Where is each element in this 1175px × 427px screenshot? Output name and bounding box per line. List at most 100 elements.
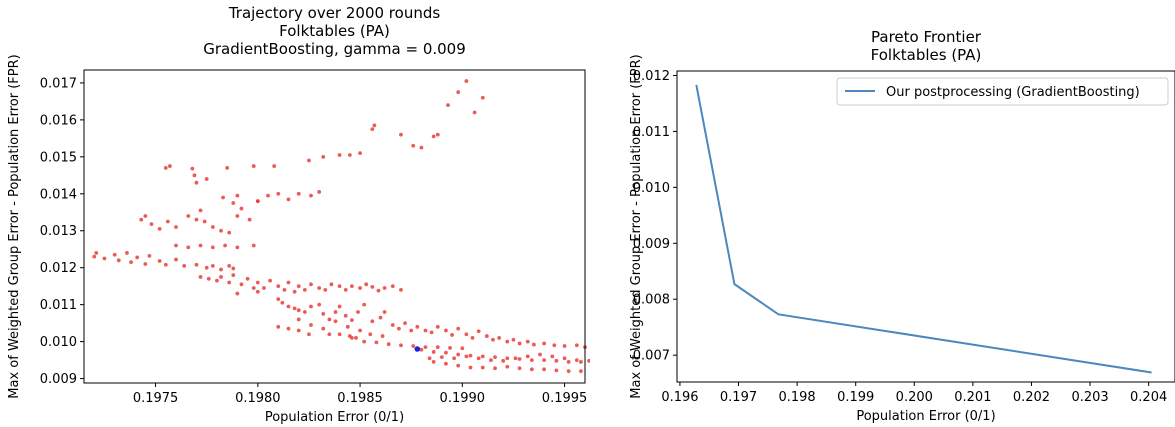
trajectory-point — [439, 355, 444, 360]
trajectory-point — [493, 366, 497, 371]
trajectory-point — [464, 354, 469, 359]
trajectory-point — [321, 311, 326, 316]
trajectory-point — [511, 337, 516, 342]
trajectory-point — [251, 164, 256, 168]
trajectory-point — [382, 286, 387, 290]
y-tick-label: 0.012 — [40, 261, 77, 276]
trajectory-point — [235, 214, 240, 218]
trajectory-point — [579, 369, 583, 374]
trajectory-point — [272, 164, 277, 168]
trajectory-point — [219, 275, 223, 279]
y-tick-label: 0.011 — [40, 298, 77, 313]
trajectory-point — [157, 227, 162, 231]
trajectory-point — [456, 363, 461, 368]
trajectory-point — [286, 304, 291, 309]
trajectory-point — [125, 251, 129, 255]
trajectory-point — [337, 304, 342, 309]
y-tick-label: 0.009 — [40, 372, 77, 387]
y-tick-label: 0.015 — [40, 150, 77, 165]
trajectory-point — [276, 284, 281, 289]
y-tick-label: 0.007 — [633, 349, 670, 364]
trajectory-point — [219, 267, 223, 272]
trajectory-point — [286, 326, 291, 331]
trajectory-point — [382, 310, 387, 314]
plot-area — [83, 69, 590, 384]
trajectory-point — [307, 158, 311, 163]
trajectory-point — [337, 332, 342, 337]
trajectory-point — [333, 310, 338, 314]
trajectory-point — [435, 345, 440, 350]
trajectory-point — [227, 263, 232, 268]
trajectory-point — [370, 127, 375, 132]
trajectory-point — [542, 358, 547, 362]
trajectory-point — [255, 280, 260, 285]
trajectory-point — [149, 222, 154, 226]
trajectory-point — [423, 345, 428, 350]
trajectory-point — [489, 358, 493, 362]
plot-frame — [676, 70, 1175, 383]
trajectory-point — [427, 356, 432, 361]
x-tick-label: 0.1990 — [440, 391, 486, 406]
trajectory-point — [517, 357, 522, 361]
trajectory-point — [358, 328, 362, 333]
trajectory-point — [579, 360, 583, 364]
trajectory-point — [333, 319, 338, 324]
trajectory-point — [397, 326, 401, 331]
trajectory-point — [296, 317, 301, 322]
trajectory-point — [174, 257, 178, 262]
x-tick-label: 0.201 — [954, 390, 991, 405]
trajectory-point — [531, 342, 536, 347]
trajectory-point — [399, 287, 403, 292]
x-tick-label: 0.204 — [1130, 390, 1167, 405]
chart-title-line: Trajectory over 2000 rounds — [228, 4, 441, 22]
trajectory-point — [525, 354, 530, 359]
trajectory-point — [309, 193, 313, 198]
trajectory-point — [227, 280, 232, 285]
chart-title-line: Folktables (PA) — [871, 46, 982, 64]
trajectory-point — [356, 310, 360, 314]
trajectory-point — [354, 336, 358, 340]
trajectory-point — [204, 265, 209, 270]
trajectory-point — [554, 358, 559, 363]
trajectory-point — [399, 132, 403, 137]
trajectory-point — [460, 346, 465, 351]
trajectory-point — [574, 343, 579, 348]
trajectory-point — [182, 263, 187, 268]
trajectory-point — [143, 214, 148, 218]
trajectory-point — [296, 191, 301, 196]
trajectory-point — [296, 308, 301, 313]
trajectory-point — [370, 319, 375, 324]
trajectory-point — [247, 217, 252, 222]
trajectory-point — [431, 134, 436, 139]
trajectory-point — [276, 297, 281, 302]
trajectory-point — [186, 245, 191, 250]
trajectory-point — [468, 365, 473, 370]
trajectory-point — [221, 195, 225, 200]
trajectory-point — [309, 304, 313, 309]
trajectory-point — [562, 344, 567, 348]
trajectory-point — [358, 151, 362, 156]
trajectory-point — [174, 225, 178, 229]
trajectory-point — [456, 352, 461, 357]
x-tick-label: 0.199 — [837, 390, 874, 405]
trajectory-point — [309, 323, 313, 327]
trajectory-point — [204, 177, 209, 181]
trajectory-point — [245, 276, 250, 281]
trajectory-point — [327, 332, 332, 337]
x-tick-label: 0.1975 — [133, 391, 179, 406]
trajectory-point — [349, 318, 354, 323]
trajectory-point — [116, 258, 121, 263]
trajectory-point — [251, 243, 256, 248]
trajectory-point — [276, 191, 281, 196]
trajectory-point — [411, 143, 416, 148]
y-axis-ticks: 0.009 0.010 0.011 0.012 0.013 0.014 0.015 0.016… — [40, 76, 84, 387]
trajectory-point — [210, 263, 215, 268]
trajectory-point — [446, 103, 450, 108]
legend-box — [836, 77, 1169, 106]
trajectory-point — [529, 358, 534, 362]
trajectory-point — [349, 284, 354, 289]
chart-title-line: Folktables (PA) — [279, 22, 390, 40]
trajectory-point — [562, 356, 567, 361]
chart-title-line: Pareto Frontier — [871, 28, 982, 46]
